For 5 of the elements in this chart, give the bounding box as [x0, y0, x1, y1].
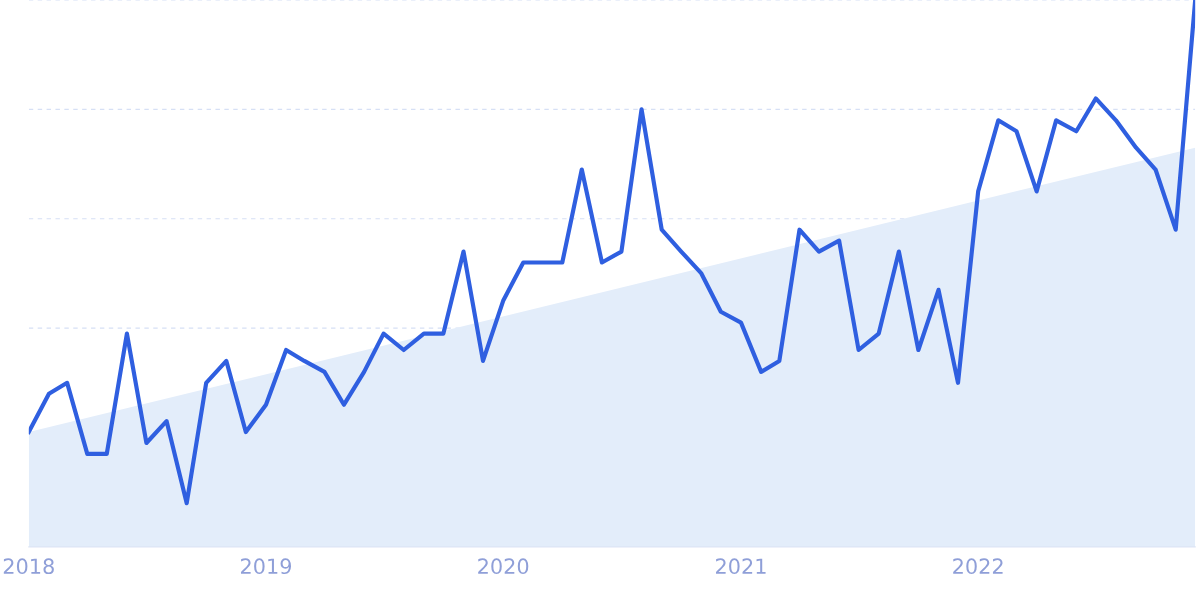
x-tick-label: 2019	[241, 558, 292, 575]
x-tick-label: 2018	[3, 558, 54, 575]
x-tick-label: 2022	[953, 558, 1003, 575]
x-tick-label: 2021	[716, 558, 766, 575]
x-tick-label: 2020	[478, 558, 529, 575]
